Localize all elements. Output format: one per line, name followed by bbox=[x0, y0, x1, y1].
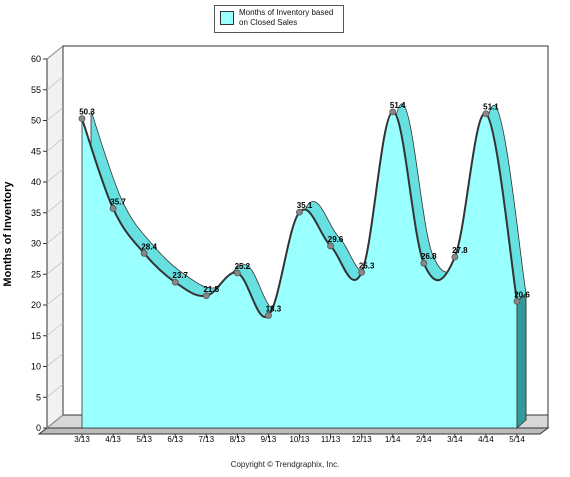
y-tick-label: 10 bbox=[31, 362, 41, 372]
legend-swatch bbox=[220, 11, 234, 25]
data-label: 18.3 bbox=[266, 304, 282, 313]
data-label: 25.3 bbox=[359, 261, 375, 270]
y-tick-depth bbox=[46, 138, 64, 152]
data-label: 25.2 bbox=[235, 262, 251, 271]
data-point bbox=[202, 292, 210, 300]
data-labels: 50.3 35.7 28.4 23.7 21.5 25.2 18.3 35.1 29.6 25.3… bbox=[79, 101, 530, 314]
y-tick-depth bbox=[46, 168, 64, 183]
x-tick-label: 3/13 bbox=[74, 435, 90, 444]
x-tick-label: 11/13 bbox=[321, 435, 341, 444]
data-label: 28.4 bbox=[141, 242, 157, 251]
y-axis-title: Months of Inventory bbox=[2, 181, 14, 287]
y-tick-label: 40 bbox=[31, 177, 41, 187]
y-tick-label: 55 bbox=[31, 85, 41, 95]
data-points bbox=[78, 108, 521, 319]
y-tick-depth bbox=[46, 261, 64, 275]
data-point bbox=[296, 208, 303, 216]
y-tick-depth bbox=[46, 76, 64, 90]
data-point bbox=[265, 312, 272, 319]
y-tick-label: 35 bbox=[31, 208, 41, 218]
data-point bbox=[327, 242, 334, 250]
legend-label-line2: on Closed Sales bbox=[239, 18, 298, 27]
data-point bbox=[358, 269, 366, 276]
y-tick-depth bbox=[46, 230, 64, 244]
legend: Months of Inventory based on Closed Sale… bbox=[214, 5, 344, 33]
x-tick-label: 10/13 bbox=[289, 435, 310, 444]
data-point bbox=[171, 278, 179, 286]
y-tick-depth bbox=[46, 45, 64, 60]
x-tick-label: 4/13 bbox=[105, 435, 121, 444]
y-tick-depth bbox=[46, 322, 64, 336]
data-label: 20.6 bbox=[514, 290, 530, 299]
y-tick-label: 30 bbox=[31, 239, 41, 249]
y-tick-depth bbox=[46, 353, 64, 367]
data-point bbox=[451, 253, 459, 261]
x-tick-label: 12/13 bbox=[352, 435, 373, 444]
data-point bbox=[513, 297, 521, 305]
x-tick-label: 7/13 bbox=[198, 435, 214, 444]
y-tick-label: 0 bbox=[36, 423, 41, 433]
y-tick-depth bbox=[46, 107, 64, 121]
x-tick-label: 4/14 bbox=[478, 435, 494, 444]
y-tick-label: 45 bbox=[31, 146, 41, 156]
data-label: 35.1 bbox=[297, 201, 313, 210]
data-point bbox=[140, 249, 148, 257]
y-tick-label: 15 bbox=[31, 331, 41, 341]
data-label: 21.5 bbox=[203, 285, 219, 294]
y-axis: 0 5 10 15 20 25 30 35 40 45 50 55 60 bbox=[31, 45, 64, 433]
data-point bbox=[233, 269, 241, 277]
legend-label: Months of Inventory based on Closed Sale… bbox=[239, 8, 343, 28]
y-tick-label: 60 bbox=[31, 54, 41, 64]
area-end-face bbox=[516, 292, 527, 429]
x-tick-label: 5/14 bbox=[509, 435, 525, 444]
data-point bbox=[389, 108, 397, 116]
copyright: Copyright © Trendgraphix, Inc. bbox=[230, 460, 340, 469]
data-label: 23.7 bbox=[172, 271, 188, 280]
floor-edge bbox=[37, 427, 550, 435]
data-point bbox=[78, 115, 86, 123]
legend-label-line1: Months of Inventory based bbox=[239, 8, 334, 17]
data-label: 35.7 bbox=[110, 197, 126, 206]
x-tick-label: 1/14 bbox=[385, 435, 401, 444]
x-tick-label: 5/13 bbox=[136, 435, 152, 444]
x-tick-label: 3/14 bbox=[447, 435, 463, 444]
y-tick-depth bbox=[46, 384, 64, 398]
x-axis: 3/13 4/13 5/13 6/13 7/13 8/13 9/13 10/13 11/13 12… bbox=[74, 434, 525, 444]
data-label: 51.1 bbox=[483, 103, 499, 112]
y-tick-label: 5 bbox=[36, 392, 41, 402]
y-tick-label: 20 bbox=[31, 300, 41, 310]
y-tick-label: 50 bbox=[31, 116, 41, 126]
x-tick-label: 6/13 bbox=[167, 435, 183, 444]
data-point bbox=[420, 259, 428, 267]
data-point bbox=[109, 205, 117, 212]
area-series bbox=[81, 103, 527, 429]
data-label: 27.8 bbox=[452, 246, 468, 255]
x-tick-label: 2/14 bbox=[416, 435, 432, 444]
y-tick-depth bbox=[46, 199, 64, 213]
data-point bbox=[482, 110, 490, 118]
data-label: 51.4 bbox=[390, 101, 406, 110]
data-label: 29.6 bbox=[328, 235, 344, 244]
x-tick-label: 8/13 bbox=[230, 435, 246, 444]
y-tick-depth bbox=[46, 291, 64, 306]
y-tick-label: 25 bbox=[31, 269, 41, 279]
x-tick-label: 9/13 bbox=[261, 435, 277, 444]
y-tick-depth bbox=[46, 414, 64, 429]
data-label: 26.8 bbox=[421, 252, 437, 261]
data-label: 50.3 bbox=[79, 108, 95, 117]
